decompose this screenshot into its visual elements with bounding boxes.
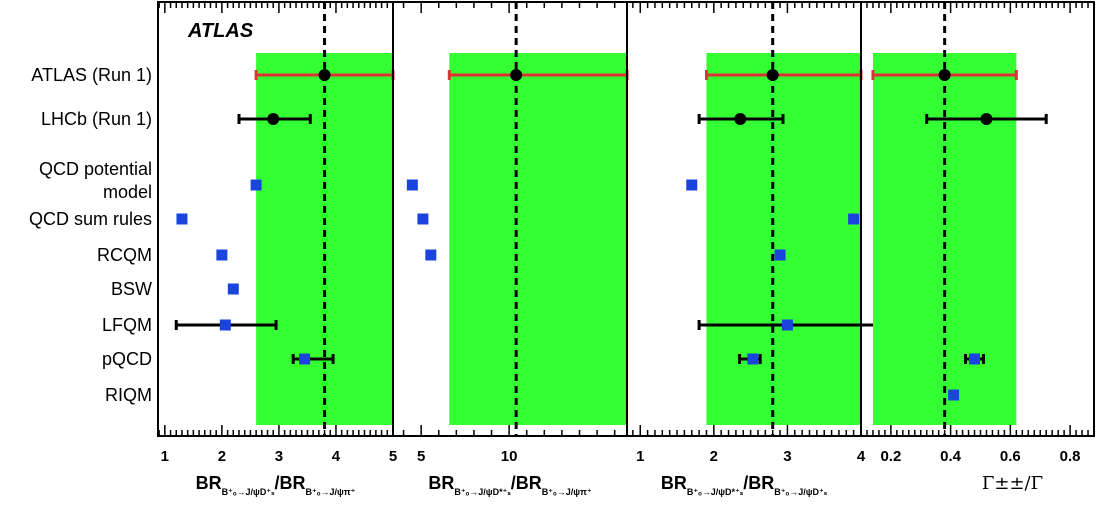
row-label-rcqm: RCQM: [97, 245, 152, 265]
row-label-riqm: RIQM: [105, 385, 152, 405]
uncertainty-band: [872, 53, 1017, 425]
measurement-point: [318, 69, 331, 81]
tick-label: 4: [332, 448, 341, 465]
panel-1: 1 2 3 4 5 BRB⁺ₒ→J/ψD⁺ₛ/BRB⁺ₒ→J/ψπ⁺: [157, 1, 397, 497]
tick-label: 4: [857, 448, 866, 465]
theory-point: [969, 353, 981, 365]
theory-point: [686, 179, 698, 191]
theory-point: [299, 353, 311, 365]
axis-title-subscript: B⁺ₒ→J/ψD⁺ₛ: [222, 487, 275, 497]
row-label-line: QCD potential: [39, 159, 152, 179]
axis-title-subscript: B⁺ₒ→J/ψD⁺ₛ: [774, 487, 827, 497]
panel-frame: [860, 1, 1095, 437]
atlas-label: ATLAS: [187, 20, 254, 42]
theory-point: [747, 353, 759, 365]
tick-label: 0.6: [1000, 448, 1021, 465]
tick-label: 0.2: [880, 448, 901, 465]
row-label-qcd-sum-rules: QCD sum rules: [29, 209, 152, 229]
tick-label: 3: [783, 448, 791, 465]
theory-point: [250, 179, 262, 191]
row-label-pqcd: pQCD: [102, 349, 152, 369]
axis-title-subscript: B⁺ₒ→J/ψD*⁺ₛ: [687, 487, 744, 497]
theory-point: [406, 179, 418, 191]
tick-label: 2: [218, 448, 226, 465]
theory-point: [216, 249, 228, 261]
tick-label: 1: [636, 448, 644, 465]
uncertainty-band: [706, 53, 861, 425]
axis-title-part: BR: [661, 473, 687, 493]
theory-point: [781, 319, 793, 331]
tick-label: 3: [275, 448, 283, 465]
row-labels: ATLAS (Run 1) LHCb (Run 1) QCD potential mo…: [29, 65, 152, 405]
theory-point: [176, 213, 188, 225]
axis-title-subscript: B⁺ₒ→J/ψπ⁺: [306, 487, 356, 497]
panel-3: 1 2 3 4 BRB⁺ₒ→J/ψD*⁺ₛ/BRB⁺ₒ→J/ψD⁺ₛ: [626, 1, 881, 497]
theory-point: [227, 283, 239, 295]
theory-point: [948, 389, 960, 401]
measurement-point: [510, 69, 523, 81]
axis-title-subscript: B⁺ₒ→J/ψπ⁺: [542, 487, 592, 497]
tick-label: 0.8: [1060, 448, 1081, 465]
measurement-point: [734, 113, 747, 125]
panel-2: 5 10 BRB⁺ₒ→J/ψD*⁺ₛ/BRB⁺ₒ→J/ψπ⁺: [392, 1, 629, 497]
axis-title-part: BR: [196, 473, 222, 493]
theory-point: [848, 213, 860, 225]
row-label-line: model: [103, 182, 152, 202]
axis-title: Γ±±/Γ: [982, 473, 1043, 494]
axis-title: BRB⁺ₒ→J/ψD*⁺ₛ/BRB⁺ₒ→J/ψD⁺ₛ: [661, 473, 828, 497]
uncertainty-band: [449, 53, 627, 425]
theory-point: [425, 249, 437, 261]
axis-title-subscript: B⁺ₒ→J/ψD*⁺ₛ: [454, 487, 511, 497]
tick-label: 10: [501, 448, 518, 465]
tick-label: 5: [389, 448, 397, 465]
row-label-qcd-potential: QCD potential model: [39, 159, 152, 202]
measurement-point: [980, 113, 993, 125]
theory-point: [219, 319, 231, 331]
axis-title: BRB⁺ₒ→J/ψD⁺ₛ/BRB⁺ₒ→J/ψπ⁺: [196, 473, 356, 497]
measurement-point: [766, 69, 779, 81]
row-label-lhcb: LHCb (Run 1): [41, 109, 152, 129]
measurement-point: [267, 113, 280, 125]
row-label-lfqm: LFQM: [102, 315, 152, 335]
axis-title-part: /BR: [511, 473, 542, 493]
uncertainty-band: [256, 53, 393, 425]
theory-point: [417, 213, 429, 225]
tick-label: 2: [710, 448, 718, 465]
axis-title-part: /BR: [275, 473, 306, 493]
row-label-atlas: ATLAS (Run 1): [31, 65, 152, 85]
row-label-bsw: BSW: [111, 279, 152, 299]
tick-label: 0.4: [940, 448, 962, 465]
tick-label: 5: [417, 448, 425, 465]
axis-title: BRB⁺ₒ→J/ψD*⁺ₛ/BRB⁺ₒ→J/ψπ⁺: [428, 473, 592, 497]
axis-title-part: /BR: [743, 473, 774, 493]
measurement-point: [938, 69, 951, 81]
tick-label: 1: [161, 448, 169, 465]
theory-point: [774, 249, 786, 261]
panel-4: 0.2 0.4 0.6 0.8 Γ±±/Γ: [860, 1, 1095, 494]
axis-title-part: BR: [428, 473, 454, 493]
